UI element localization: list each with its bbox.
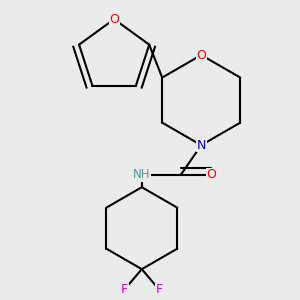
Text: O: O <box>206 168 216 182</box>
Text: N: N <box>196 139 206 152</box>
Text: NH: NH <box>133 168 151 182</box>
Text: F: F <box>156 283 163 296</box>
Text: F: F <box>121 283 128 296</box>
Text: O: O <box>196 49 206 62</box>
Text: O: O <box>109 13 119 26</box>
